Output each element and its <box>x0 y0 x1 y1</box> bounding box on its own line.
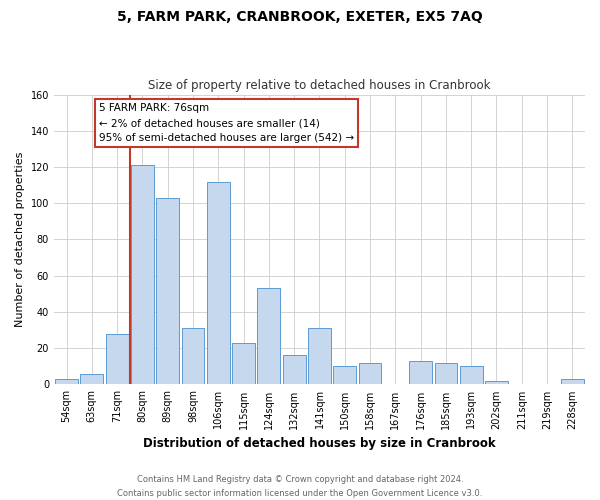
Y-axis label: Number of detached properties: Number of detached properties <box>15 152 25 327</box>
Bar <box>561 379 584 384</box>
Bar <box>434 362 457 384</box>
Bar <box>207 182 230 384</box>
Text: 5 FARM PARK: 76sqm
← 2% of detached houses are smaller (14)
95% of semi-detached: 5 FARM PARK: 76sqm ← 2% of detached hous… <box>99 104 354 143</box>
X-axis label: Distribution of detached houses by size in Cranbrook: Distribution of detached houses by size … <box>143 437 496 450</box>
Title: Size of property relative to detached houses in Cranbrook: Size of property relative to detached ho… <box>148 79 491 92</box>
Bar <box>232 343 255 384</box>
Bar <box>257 288 280 384</box>
Text: Contains HM Land Registry data © Crown copyright and database right 2024.
Contai: Contains HM Land Registry data © Crown c… <box>118 476 482 498</box>
Bar <box>283 356 305 384</box>
Bar <box>460 366 482 384</box>
Text: 5, FARM PARK, CRANBROOK, EXETER, EX5 7AQ: 5, FARM PARK, CRANBROOK, EXETER, EX5 7AQ <box>117 10 483 24</box>
Bar <box>106 334 128 384</box>
Bar <box>157 198 179 384</box>
Bar <box>55 379 78 384</box>
Bar <box>131 165 154 384</box>
Bar <box>334 366 356 384</box>
Bar <box>182 328 205 384</box>
Bar <box>80 374 103 384</box>
Bar <box>308 328 331 384</box>
Bar <box>359 362 382 384</box>
Bar <box>409 361 432 384</box>
Bar <box>485 381 508 384</box>
